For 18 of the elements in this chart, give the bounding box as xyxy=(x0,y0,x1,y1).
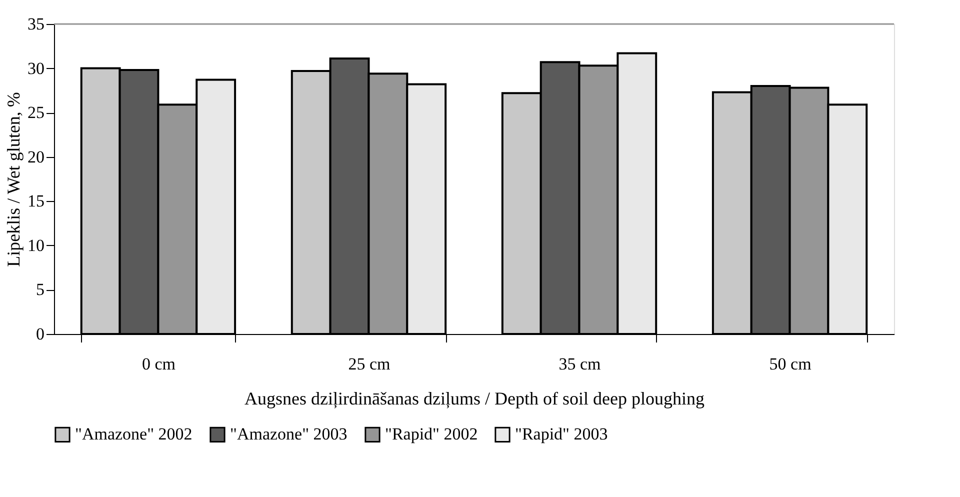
y-axis-title: Lipeklis / Wet gluten, % xyxy=(4,92,24,267)
legend-label: "Amazone" 2003 xyxy=(230,424,348,444)
legend-label: "Rapid" 2002 xyxy=(385,424,478,444)
legend-label: "Rapid" 2003 xyxy=(515,424,608,444)
x-tick-label: 0 cm xyxy=(142,354,176,374)
x-tick-label: 35 cm xyxy=(558,354,601,374)
y-tick-label: 20 xyxy=(28,147,44,166)
legend-label: "Amazone" 2002 xyxy=(75,424,192,444)
y-tick-label: 10 xyxy=(28,236,44,255)
x-tick-label: 50 cm xyxy=(769,354,812,374)
x-axis-title: Augsnes dziļirdināšanas dziļums / Depth of soil deep ploughing xyxy=(244,388,704,408)
y-tick-label: 30 xyxy=(28,58,44,78)
y-tick-label: 35 xyxy=(28,14,44,34)
y-tick-label: 0 xyxy=(36,324,44,344)
y-tick-label: 5 xyxy=(36,280,44,300)
x-tick-label: 25 cm xyxy=(348,354,390,374)
y-tick-label: 15 xyxy=(28,192,44,211)
y-tick-label: 25 xyxy=(28,103,44,122)
